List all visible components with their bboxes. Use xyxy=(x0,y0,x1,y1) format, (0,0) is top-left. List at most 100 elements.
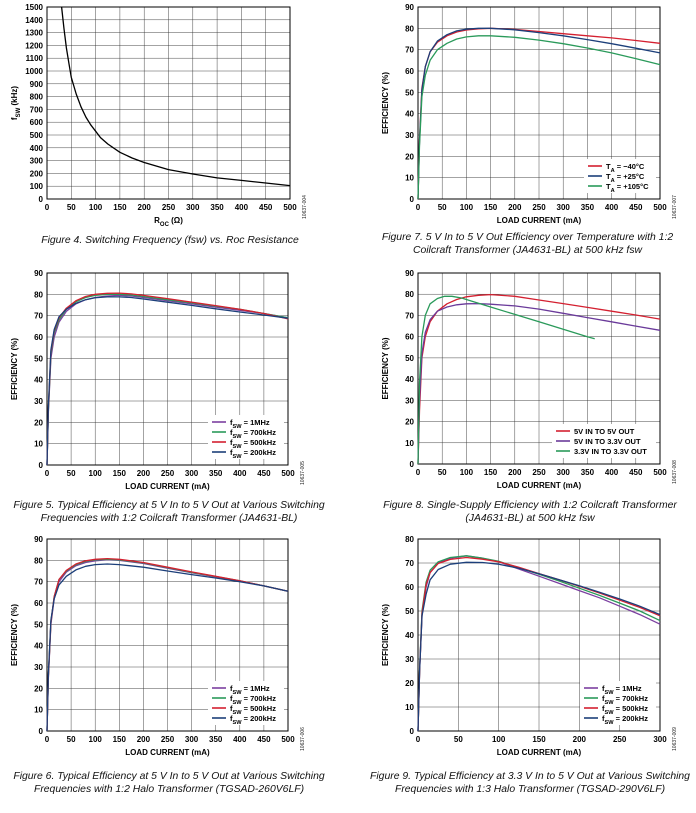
plot-frame xyxy=(417,272,661,465)
figure-7-caption: Figure 7. 5 V In to 5 V Out Efficiency o… xyxy=(381,232,674,256)
x-tick-label: 100 xyxy=(460,468,474,477)
y-tick-label: 600 xyxy=(30,118,44,127)
x-tick-label: 350 xyxy=(210,203,224,212)
legend-label: TA = +25°C xyxy=(606,172,645,184)
y-tick-label: 40 xyxy=(405,631,414,640)
figure-5-caption: Figure 5. Typical Efficiency at 5 V In t… xyxy=(13,500,325,524)
x-tick-label: 100 xyxy=(492,735,506,744)
plot-frame xyxy=(417,6,661,200)
y-tick-label: 800 xyxy=(30,93,44,102)
legend-label: fSW = 1MHz xyxy=(230,418,270,430)
plot-frame xyxy=(417,538,661,732)
x-tick-label: 50 xyxy=(67,203,76,212)
x-tick-label: 400 xyxy=(233,735,247,744)
x-tick-label: 400 xyxy=(235,203,249,212)
y-tick-label: 30 xyxy=(34,397,43,406)
y-tick-label: 10 xyxy=(405,439,414,448)
x-axis-label: LOAD CURRENT (mA) xyxy=(125,482,210,491)
chart-f6: 0 50 100 150 200 250 300 350 400 450 500 0 10 20 30 40 5… xyxy=(10,535,306,757)
chart-f8: 0 50 100 150 200 250 300 350 400 450 500 0 10 20 30 40 5… xyxy=(381,269,678,490)
series-line-3 xyxy=(417,556,661,732)
x-tick-label: 200 xyxy=(137,735,151,744)
legend-label: fSW = 200kHz xyxy=(230,714,276,726)
y-tick-label: 900 xyxy=(30,80,44,89)
x-tick-label: 250 xyxy=(532,468,546,477)
y-tick-label: 500 xyxy=(30,131,44,140)
y-axis-label: fSW (kHz) xyxy=(10,86,22,120)
x-tick-label: 500 xyxy=(281,469,295,478)
x-tick-label: 450 xyxy=(257,469,271,478)
y-tick-label: 80 xyxy=(34,290,43,299)
series-line-3 xyxy=(417,35,661,200)
x-tick-label: 0 xyxy=(416,735,421,744)
x-tick-label: 150 xyxy=(484,468,498,477)
legend-label: 5V IN TO 3.3V OUT xyxy=(574,437,641,446)
figure-code: 10637-008 xyxy=(672,460,678,484)
y-tick-label: 20 xyxy=(405,152,414,161)
x-tick-label: 350 xyxy=(209,735,223,744)
legend-label: fSW = 700kHz xyxy=(230,428,276,440)
y-tick-label: 90 xyxy=(34,269,43,278)
x-axis-label: LOAD CURRENT (mA) xyxy=(497,216,582,225)
y-tick-label: 50 xyxy=(405,354,414,363)
x-tick-label: 400 xyxy=(605,203,619,212)
y-tick-label: 1000 xyxy=(25,67,43,76)
figure-code: 10637-005 xyxy=(300,461,306,485)
y-tick-label: 90 xyxy=(405,269,414,278)
x-tick-label: 350 xyxy=(581,468,595,477)
x-tick-label: 500 xyxy=(281,735,295,744)
legend-label: fSW = 500kHz xyxy=(602,704,648,716)
x-tick-label: 100 xyxy=(89,203,103,212)
y-tick-label: 0 xyxy=(39,195,44,204)
y-tick-label: 700 xyxy=(30,105,44,114)
y-tick-label: 70 xyxy=(34,312,43,321)
y-tick-label: 0 xyxy=(410,195,415,204)
series-line-4 xyxy=(46,296,289,466)
y-axis-label: EFFICIENCY (%) xyxy=(381,72,390,134)
x-axis-label: LOAD CURRENT (mA) xyxy=(497,481,582,490)
legend-label: 3.3V IN TO 3.3V OUT xyxy=(574,447,647,456)
chart-f9: 0 50 100 150 200 250 300 0 10 20 30 40 50 60 70 80 LOAD … xyxy=(381,535,678,757)
x-axis-label: ROC (Ω) xyxy=(154,216,183,228)
x-tick-label: 0 xyxy=(45,469,50,478)
x-tick-label: 250 xyxy=(613,735,627,744)
series-line-1 xyxy=(60,6,291,187)
legend-label: fSW = 500kHz xyxy=(230,438,276,450)
x-tick-label: 500 xyxy=(653,468,667,477)
y-tick-label: 200 xyxy=(30,169,44,178)
x-tick-label: 150 xyxy=(113,203,127,212)
y-tick-label: 80 xyxy=(405,24,414,33)
y-tick-label: 60 xyxy=(405,583,414,592)
y-tick-label: 0 xyxy=(39,461,44,470)
x-tick-label: 450 xyxy=(257,735,271,744)
legend-label: 5V IN TO 5V OUT xyxy=(574,427,635,436)
y-tick-label: 50 xyxy=(405,88,414,97)
y-tick-label: 10 xyxy=(405,703,414,712)
y-tick-label: 30 xyxy=(405,131,414,140)
legend-label: fSW = 700kHz xyxy=(230,694,276,706)
series-line-3 xyxy=(417,295,595,465)
y-tick-label: 20 xyxy=(34,418,43,427)
y-tick-label: 70 xyxy=(34,578,43,587)
y-tick-label: 20 xyxy=(34,684,43,693)
y-tick-label: 40 xyxy=(34,642,43,651)
y-tick-label: 1400 xyxy=(25,16,43,25)
figure-8-caption: Figure 8. Single-Supply Efficiency with … xyxy=(383,500,677,524)
x-tick-label: 150 xyxy=(113,735,127,744)
figure-code: 10637-004 xyxy=(302,195,308,219)
x-tick-label: 0 xyxy=(45,203,50,212)
figure-code: 10637-007 xyxy=(672,195,678,219)
plot-frame xyxy=(46,6,291,200)
x-tick-label: 50 xyxy=(454,735,463,744)
legend-label: TA = −40°C xyxy=(606,162,645,174)
y-tick-label: 50 xyxy=(34,354,43,363)
x-tick-label: 50 xyxy=(67,735,76,744)
x-axis-label: LOAD CURRENT (mA) xyxy=(497,748,582,757)
y-tick-label: 40 xyxy=(34,376,43,385)
y-tick-label: 1500 xyxy=(25,3,43,12)
series-line-4 xyxy=(46,563,289,732)
legend-label: fSW = 200kHz xyxy=(602,714,648,726)
x-tick-label: 300 xyxy=(186,203,200,212)
y-tick-label: 20 xyxy=(405,679,414,688)
chart-f7: 0 50 100 150 200 250 300 350 400 450 500 0 10 20 30 40 5… xyxy=(381,3,678,225)
